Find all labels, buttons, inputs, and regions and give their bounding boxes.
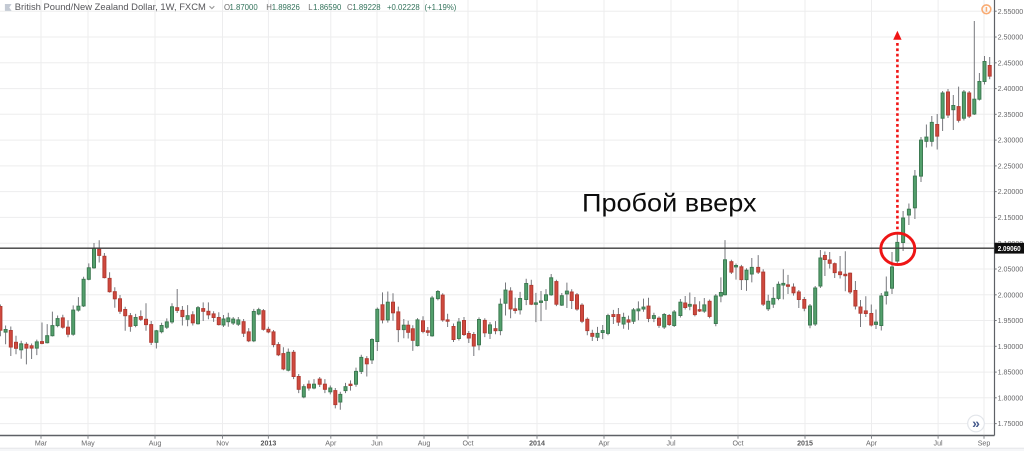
svg-text:O: O: [224, 3, 230, 12]
svg-text:2.15000: 2.15000: [998, 214, 1024, 222]
svg-text:British Pound/New Zealand Doll: British Pound/New Zealand Dollar, 1W, FX…: [15, 2, 206, 12]
svg-text:Apr: Apr: [325, 439, 337, 447]
svg-text:Пробой вверх: Пробой вверх: [582, 189, 757, 217]
svg-text:Jul: Jul: [666, 439, 675, 447]
svg-text:+0.02228: +0.02228: [387, 3, 420, 12]
svg-text:Jul: Jul: [934, 439, 943, 447]
svg-text:2.40000: 2.40000: [998, 85, 1024, 93]
svg-text:2.05000: 2.05000: [998, 266, 1024, 274]
svg-text:Apr: Apr: [866, 439, 878, 447]
svg-text:1.89826: 1.89826: [272, 3, 300, 12]
svg-text:Oct: Oct: [462, 439, 473, 447]
svg-text:2.35000: 2.35000: [998, 111, 1024, 119]
svg-text:2014: 2014: [529, 439, 545, 447]
svg-text:Sep: Sep: [978, 439, 991, 447]
svg-text:C: C: [347, 3, 353, 12]
svg-text:L: L: [308, 3, 313, 12]
svg-text:H: H: [266, 3, 272, 12]
svg-text:1.89228: 1.89228: [352, 3, 380, 12]
svg-text:2.45000: 2.45000: [998, 59, 1024, 67]
svg-text:Mar: Mar: [35, 439, 48, 447]
svg-text:2.25000: 2.25000: [998, 163, 1024, 171]
svg-text:May: May: [81, 439, 95, 447]
svg-text:2015: 2015: [797, 439, 813, 447]
svg-text:Jun: Jun: [371, 439, 382, 447]
svg-text:1.86590: 1.86590: [313, 3, 342, 12]
svg-text:2.09060: 2.09060: [998, 244, 1021, 253]
svg-text:Aug: Aug: [149, 439, 162, 447]
svg-text:Oct: Oct: [732, 439, 743, 447]
svg-text:2.30000: 2.30000: [998, 137, 1024, 145]
svg-text:1.87000: 1.87000: [230, 3, 259, 12]
svg-text:1.80000: 1.80000: [998, 394, 1024, 402]
svg-text:2.20000: 2.20000: [998, 188, 1024, 196]
svg-text:»: »: [972, 415, 980, 431]
svg-text:2.00000: 2.00000: [998, 291, 1024, 299]
svg-text:1.75000: 1.75000: [998, 420, 1024, 428]
svg-text:Aug: Aug: [418, 439, 431, 447]
svg-text:2.50000: 2.50000: [998, 34, 1024, 42]
svg-text:Apr: Apr: [598, 439, 610, 447]
svg-text:2.55000: 2.55000: [998, 8, 1024, 16]
svg-text:2013: 2013: [261, 439, 277, 447]
svg-text:Nov: Nov: [216, 439, 229, 447]
svg-text:1.85000: 1.85000: [998, 369, 1024, 377]
svg-text:1.95000: 1.95000: [998, 317, 1024, 325]
svg-text:1.90000: 1.90000: [998, 343, 1024, 351]
svg-text:(+1.19%): (+1.19%): [425, 3, 457, 12]
